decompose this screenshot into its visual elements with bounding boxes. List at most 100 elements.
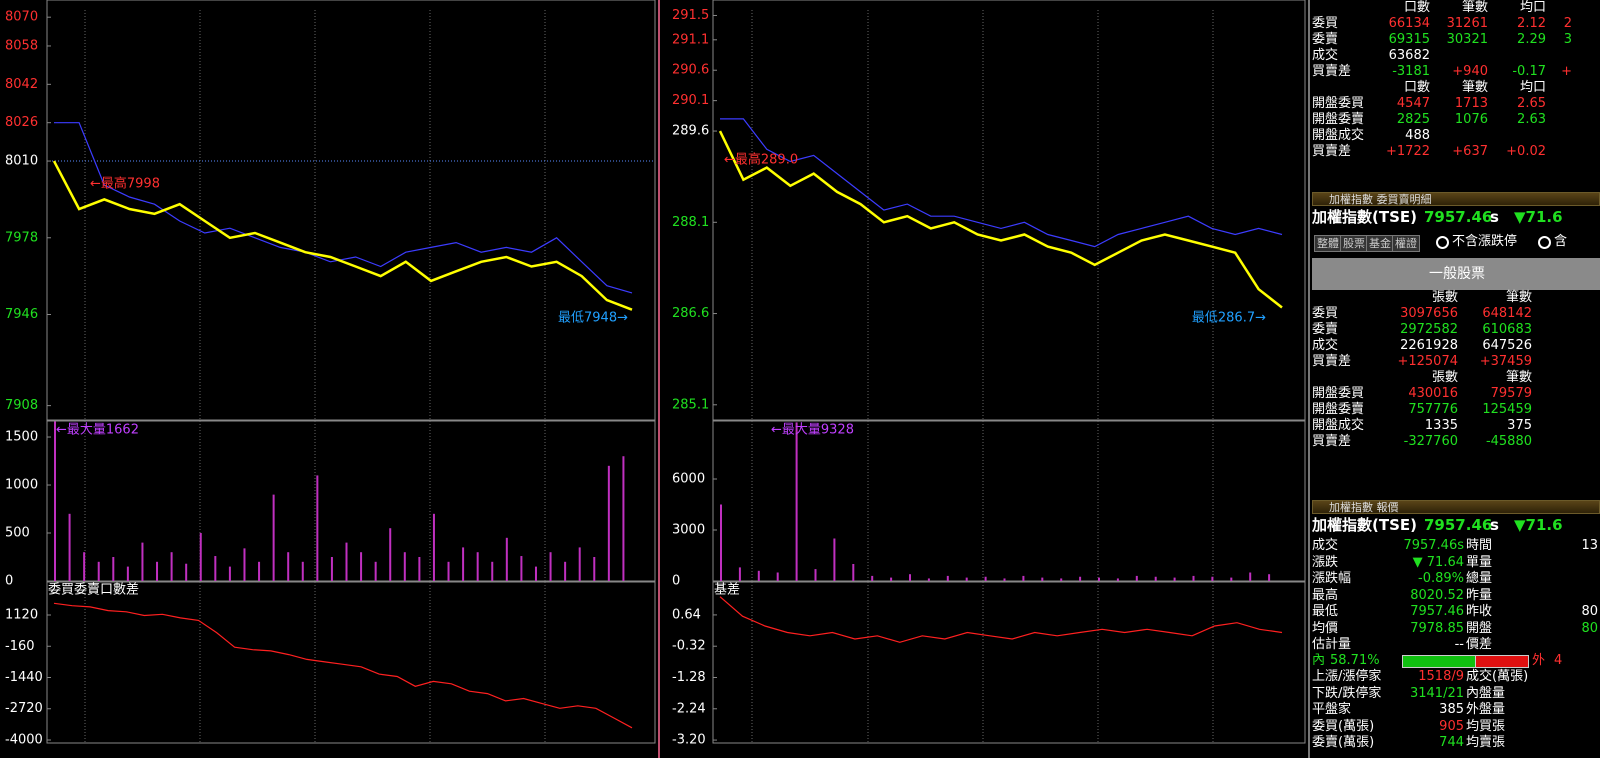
quote-label: 昨量 [1466,587,1493,603]
cell: 125459 [1482,402,1532,417]
quote-value: 1518/9 [1418,669,1464,684]
quote-value: 7978.85 [1410,620,1464,636]
filter-button[interactable]: 股票 [1340,235,1368,252]
cell: 1335 [1424,418,1458,433]
volume-bar [68,513,71,581]
volume-bar [345,542,348,581]
cell: 375 [1507,418,1532,433]
annotation: ←最大量9328 [771,423,854,438]
quote-label: 最高 [1312,587,1339,603]
price-line [718,130,1283,309]
panel-title: 基差 [714,583,740,598]
y-tick-label: 290.1 [672,93,709,108]
cell: 63682 [1388,48,1430,63]
annotation: ←最高7998 [90,176,160,192]
annotation: 最低286.7→ [1192,310,1266,326]
quote-label: 估計量 [1312,637,1352,652]
cell: 1713 [1454,96,1488,111]
row-label: 開盤委賣 [1312,112,1365,127]
volume-bar [199,533,202,581]
volume-bar [214,556,217,581]
cell: 2.65 [1517,96,1546,111]
quote-value: 385 [1439,702,1464,717]
row-label: 委賣 [1312,322,1339,337]
quote-label: 昨收 [1466,604,1493,619]
y-tick-label: -2.24 [672,701,706,716]
cell: -3181 [1392,64,1430,79]
cell: 2261928 [1400,338,1458,353]
price-flag: s [1490,208,1499,226]
radio-dot[interactable] [1436,236,1449,249]
panel-title: 委買委賣口數差 [48,583,139,598]
column-header: 口數 [1403,80,1430,95]
column-header: 均口 [1519,0,1546,15]
y-tick-label: 1500 [5,430,38,445]
volume-bar [243,548,246,581]
radio-label: 不含漲跌停 [1452,234,1518,249]
price-flag: s [1490,516,1499,534]
ratio-bar-in [1402,655,1476,668]
column-header: 張數 [1431,290,1458,305]
volume-bar [1230,577,1233,581]
cell: 610683 [1482,322,1532,337]
quote-value: 8020.52 [1410,587,1464,603]
quote-label: 開盤 [1466,620,1493,636]
ratio-label: 外 [1532,653,1546,668]
volume-bar [432,513,435,581]
volume-bar [1135,575,1138,581]
quote-label: 價差 [1466,637,1493,652]
volume-bar [360,552,363,581]
volume-bar [1268,574,1271,581]
volume-bar [170,552,173,581]
filter-button[interactable]: 整體 [1314,235,1342,252]
column-header: 張數 [1431,370,1458,385]
y-tick-label: 8058 [5,38,38,53]
row-label: 成交 [1312,338,1339,353]
index-change: ▼71.6 [1514,208,1563,226]
filter-button[interactable]: 權證 [1392,235,1420,252]
row-label: 買賣差 [1312,64,1352,79]
panel-frame [46,420,656,582]
y-tick-label: 6000 [672,472,705,487]
ratio-bar-out [1475,655,1529,668]
volume-bar [927,578,930,581]
volume-bar [814,569,817,581]
volume-bar [965,577,968,581]
volume-bar [1211,576,1214,581]
cell: 3097656 [1400,306,1458,321]
volume-bar [622,456,625,581]
y-tick-label: 291.5 [672,8,709,23]
volume-bar [83,552,86,581]
radio-dot[interactable] [1538,236,1551,249]
volume-bar [112,557,115,581]
y-tick-label: 290.6 [672,63,709,78]
quote-label: 內盤量 [1466,685,1506,701]
volume-bar [520,556,523,581]
quote-label: 外盤量 [1466,702,1506,717]
volume-bar [228,566,231,581]
cell: +0.02 [1506,144,1546,159]
y-tick-label: 0.64 [672,607,701,622]
cell: +125074 [1397,354,1458,369]
cell: 66134 [1388,16,1430,31]
y-tick-label: 285.1 [672,397,709,412]
panel-frame [712,420,1306,582]
quote-label: 成交 [1312,538,1339,553]
quote-label: 委買(萬張) [1312,718,1375,734]
row-label: 買賣差 [1312,354,1352,369]
y-tick-label: 286.6 [672,306,709,321]
column-header: 口數 [1403,0,1430,15]
category-bar: 一般股票 [1312,258,1600,290]
volume-bar [720,504,722,581]
volume-bar [1060,578,1063,581]
quote-label: 均價 [1312,620,1339,636]
y-tick-label: -160 [5,639,35,654]
y-tick-label: -1.28 [672,670,706,685]
volume-bar [1173,577,1176,581]
row-label: 開盤成交 [1312,128,1365,143]
cell: 79579 [1490,386,1532,401]
filter-button[interactable]: 基金 [1366,235,1394,252]
volume-bar [491,561,494,581]
volume-bar [534,566,537,581]
volume-bar [946,575,949,581]
